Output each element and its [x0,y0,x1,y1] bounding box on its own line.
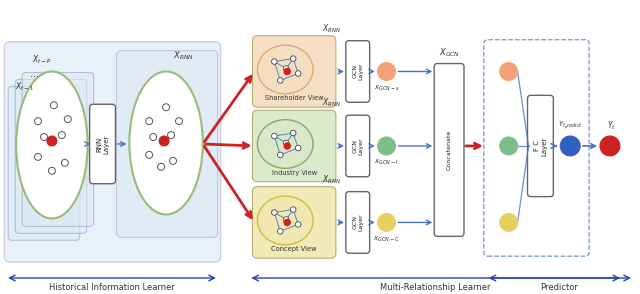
Circle shape [378,213,396,231]
Text: $X_{RNN}$: $X_{RNN}$ [323,22,342,35]
Text: Multi-Relationship Learner: Multi-Relationship Learner [380,283,490,292]
Circle shape [291,56,296,61]
FancyBboxPatch shape [346,41,370,102]
Ellipse shape [257,120,313,168]
Ellipse shape [16,71,88,218]
Circle shape [284,217,289,222]
Circle shape [35,118,42,125]
Circle shape [284,140,289,146]
Circle shape [175,118,182,125]
Circle shape [146,151,153,158]
Circle shape [157,163,164,170]
FancyBboxPatch shape [252,187,336,258]
FancyBboxPatch shape [8,86,80,240]
Circle shape [296,145,301,151]
Circle shape [560,136,580,156]
Circle shape [64,116,71,123]
Text: $X_{RNN}$: $X_{RNN}$ [323,173,342,186]
Circle shape [150,133,157,141]
Circle shape [284,143,291,149]
Ellipse shape [257,196,313,245]
Text: $Y_t$: $Y_t$ [607,120,616,132]
Text: Industry View: Industry View [271,170,317,176]
FancyBboxPatch shape [527,95,554,197]
FancyBboxPatch shape [22,73,93,226]
Circle shape [278,228,283,234]
Circle shape [58,132,65,138]
Circle shape [271,210,277,215]
FancyBboxPatch shape [346,192,370,253]
FancyBboxPatch shape [252,36,336,107]
FancyBboxPatch shape [252,110,336,182]
Circle shape [600,136,620,156]
Text: GCN
Layer: GCN Layer [353,63,363,80]
Text: $x_{GCN-s}$: $x_{GCN-s}$ [374,83,399,93]
Ellipse shape [129,71,203,215]
Circle shape [500,137,518,155]
Circle shape [284,219,291,225]
Circle shape [159,136,169,146]
FancyBboxPatch shape [15,79,86,233]
Circle shape [291,207,296,212]
Circle shape [291,130,296,136]
Text: Concept View: Concept View [271,246,317,252]
Circle shape [500,63,518,81]
FancyBboxPatch shape [116,51,218,237]
Text: Shareholder View: Shareholder View [265,95,323,101]
Text: $X_{RNN}$: $X_{RNN}$ [323,97,342,109]
Circle shape [168,132,175,138]
Text: F C
Layer: F C Layer [534,136,547,156]
Circle shape [146,118,153,125]
Circle shape [49,167,56,174]
Text: $x_{GCN-C}$: $x_{GCN-C}$ [373,234,400,243]
Text: $x_{GCN-I}$: $x_{GCN-I}$ [374,158,399,167]
Circle shape [278,152,283,158]
Circle shape [40,133,47,141]
Circle shape [500,213,518,231]
Circle shape [61,159,68,166]
Circle shape [296,222,301,227]
Circle shape [284,66,289,71]
Text: $X_{t-1}$: $X_{t-1}$ [15,81,34,93]
Text: RNN
Layer: RNN Layer [96,134,109,154]
Text: $X_{t-P}$: $X_{t-P}$ [32,53,52,66]
Circle shape [271,59,277,64]
Text: GCN
Layer: GCN Layer [353,214,363,231]
Text: Historical Information Learner: Historical Information Learner [49,283,175,292]
Circle shape [271,133,277,139]
Text: $X_{GCN}$: $X_{GCN}$ [438,46,460,59]
Ellipse shape [257,45,313,94]
Circle shape [378,137,396,155]
Circle shape [51,102,58,109]
Text: Predictor: Predictor [540,283,579,292]
Text: Concatenate: Concatenate [447,130,452,170]
Circle shape [47,136,57,146]
FancyBboxPatch shape [346,115,370,177]
FancyBboxPatch shape [434,64,464,236]
Text: GCN
Layer: GCN Layer [353,137,363,155]
Circle shape [378,63,396,81]
Circle shape [163,104,170,111]
FancyBboxPatch shape [90,104,115,184]
Circle shape [170,157,177,164]
Circle shape [296,71,301,76]
Text: ...: ... [29,69,38,79]
Text: $X_{RNN}$: $X_{RNN}$ [173,49,193,61]
Text: $Y_{t_predict}$: $Y_{t_predict}$ [558,120,582,132]
Circle shape [278,78,283,83]
FancyBboxPatch shape [4,42,221,262]
Circle shape [284,68,291,75]
Circle shape [35,153,42,160]
